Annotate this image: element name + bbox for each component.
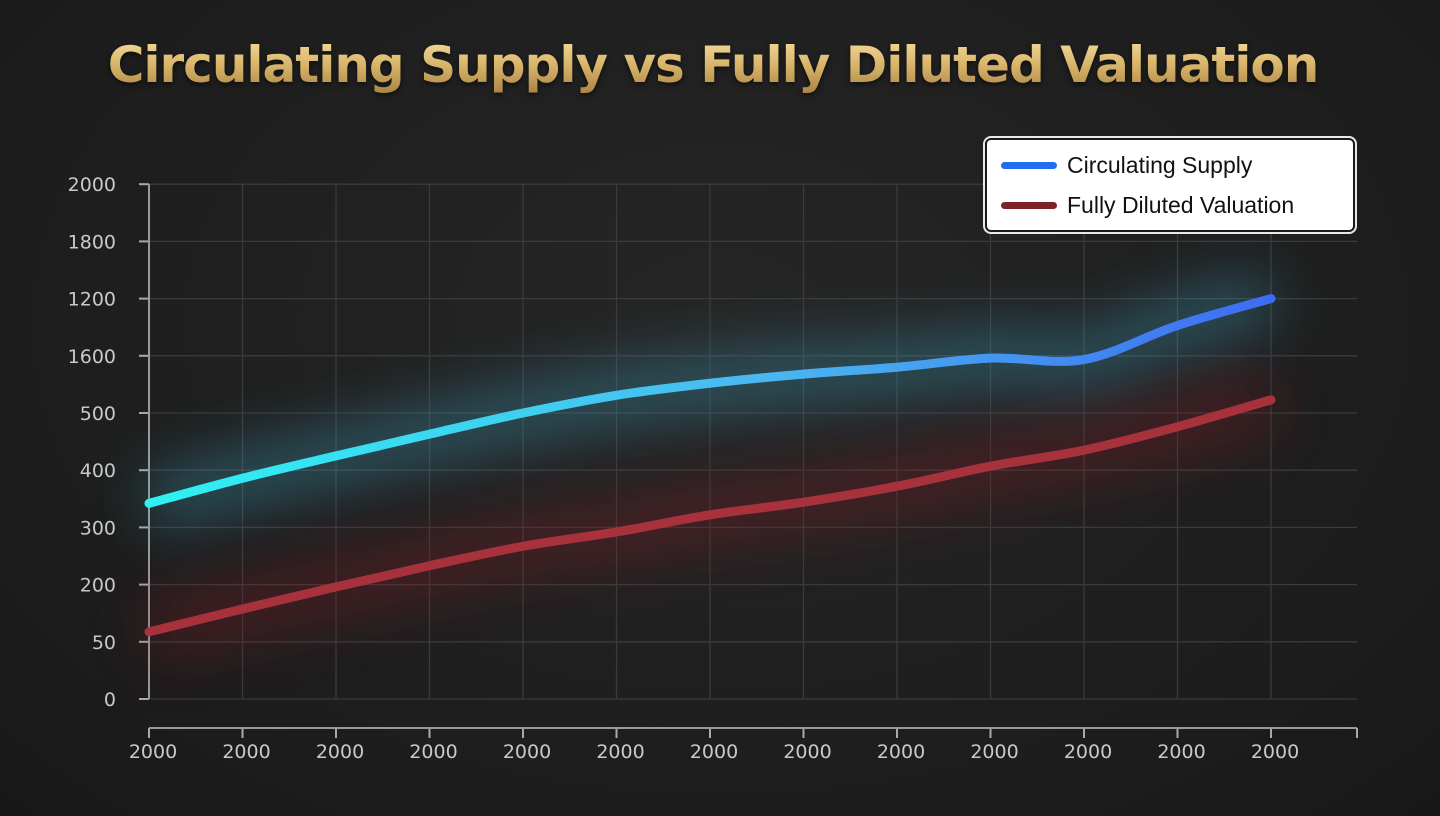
legend: Circulating Supply Fully Diluted Valuati… xyxy=(983,136,1357,234)
x-tick-label: 2000 xyxy=(1064,741,1112,763)
y-tick-label: 200 xyxy=(80,575,116,597)
x-tick-label: 2000 xyxy=(970,741,1018,763)
legend-swatch-circulating-supply xyxy=(1001,162,1057,169)
x-tick-label: 2000 xyxy=(409,741,457,763)
legend-label: Fully Diluted Valuation xyxy=(1067,192,1295,218)
y-tick-label: 500 xyxy=(80,403,116,425)
x-tick-label: 2000 xyxy=(1157,741,1205,763)
series-line-fully-diluted-valuation xyxy=(144,395,1276,637)
y-tick-label: 300 xyxy=(80,517,116,539)
x-tick-label: 2000 xyxy=(877,741,925,763)
legend-label: Circulating Supply xyxy=(1067,152,1253,178)
x-tick-label: 2000 xyxy=(129,741,177,763)
y-tick-label: 0 xyxy=(104,689,116,711)
series-line-circulating-supply xyxy=(144,294,1276,508)
legend-item-circulating-supply: Circulating Supply xyxy=(1001,152,1252,179)
y-tick-label: 1600 xyxy=(68,346,116,368)
y-tick-label: 50 xyxy=(92,632,116,654)
x-tick-label: 2000 xyxy=(783,741,831,763)
x-tick-label: 2000 xyxy=(503,741,551,763)
chart-title: Circulating Supply vs Fully Diluted Valu… xyxy=(0,36,1426,94)
x-tick-label: 2000 xyxy=(1251,741,1299,763)
x-tick-label: 2000 xyxy=(596,741,644,763)
x-tick-label: 2000 xyxy=(316,741,364,763)
y-tick-label: 1200 xyxy=(68,289,116,311)
legend-swatch-fully-diluted-valuation xyxy=(1001,202,1057,209)
y-tick-label: 2000 xyxy=(68,174,116,196)
legend-item-fully-diluted-valuation: Fully Diluted Valuation xyxy=(1001,192,1294,219)
y-tick-label: 400 xyxy=(80,460,116,482)
y-tick-label: 1800 xyxy=(68,231,116,253)
x-tick-label: 2000 xyxy=(690,741,738,763)
x-tick-label: 2000 xyxy=(222,741,270,763)
